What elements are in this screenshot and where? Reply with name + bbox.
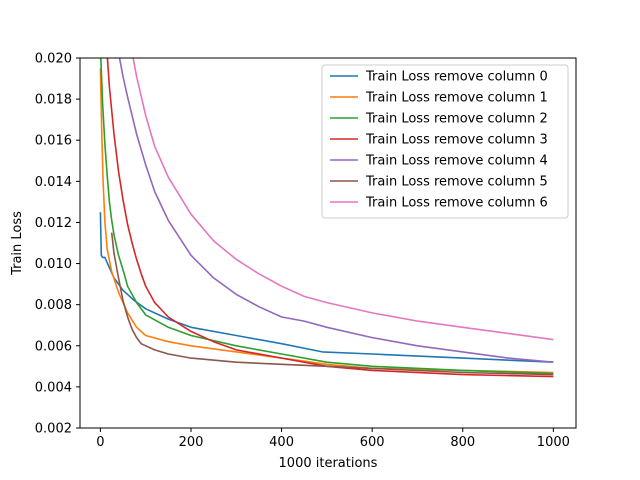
y-tick-label: 0.006 [35,339,72,354]
series-line-3 [106,58,554,378]
x-tick-label: 800 [450,435,475,450]
series-layer [99,58,554,378]
y-tick-label: 0.012 [35,216,72,231]
series-line-1 [99,68,554,374]
x-tick-label: 600 [360,435,385,450]
legend-label: Train Loss remove column 5 [365,175,548,190]
x-axis: 0 200 400 600 800 1000 [96,428,570,450]
series-line-6 [132,58,554,341]
y-tick-label: 0.016 [35,134,72,149]
y-tick-label: 0.018 [35,93,72,108]
series-line-0 [99,212,554,363]
legend-label: Train Loss remove column 2 [365,112,548,127]
x-tick-label: 200 [179,435,204,450]
y-axis-label: Train Loss [10,211,25,276]
legend: Train Loss remove column 0 Train Loss rem… [321,64,569,219]
y-tick-label: 0.020 [35,52,72,67]
legend-label: Train Loss remove column 1 [365,91,548,106]
series-line-2 [100,58,554,375]
x-tick-label: 0 [96,435,104,450]
legend-label: Train Loss remove column 0 [365,70,548,85]
y-tick-label: 0.010 [35,257,72,272]
legend-box [321,64,569,219]
y-tick-label: 0.008 [35,298,72,313]
legend-label: Train Loss remove column 4 [365,154,548,169]
y-axis: 0.002 0.004 0.006 0.008 0.010 0.012 0.014 0.016… [35,52,80,437]
x-tick-label: 400 [269,435,294,450]
plot-frame [79,57,577,429]
y-tick-label: 0.014 [35,175,72,190]
legend-label: Train Loss remove column 3 [365,133,548,148]
y-tick-label: 0.002 [35,422,72,437]
x-tick-label: 1000 [537,435,570,450]
series-line-4 [118,58,554,363]
series-line-5 [110,232,554,376]
y-tick-label: 0.004 [35,380,72,395]
x-axis-label: 1000 iterations [279,456,378,471]
legend-label: Train Loss remove column 6 [365,196,548,211]
